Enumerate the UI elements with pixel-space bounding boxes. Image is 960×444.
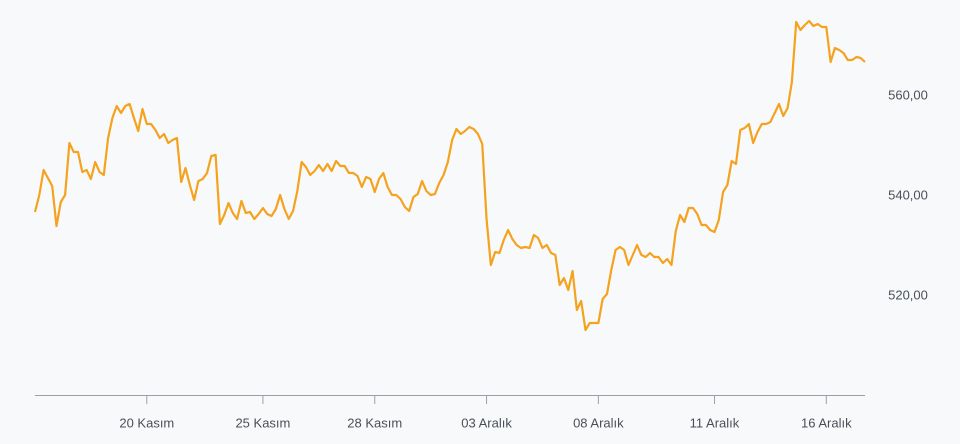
x-tick-label: 11 Aralık [690,415,740,430]
x-tick-label: 20 Kasım [119,415,174,430]
x-tick-label: 28 Kasım [347,415,402,430]
y-tick-label: 520,00 [888,287,928,302]
x-tick-label: 08 Aralık [573,415,624,430]
x-tick-label: 25 Kasım [235,415,290,430]
x-tick-label: 16 Aralık [801,415,852,430]
price-line [33,19,866,332]
y-tick-label: 540,00 [888,187,928,202]
y-tick-label: 560,00 [888,87,928,102]
x-tick-label: 03 Aralık [461,415,512,430]
